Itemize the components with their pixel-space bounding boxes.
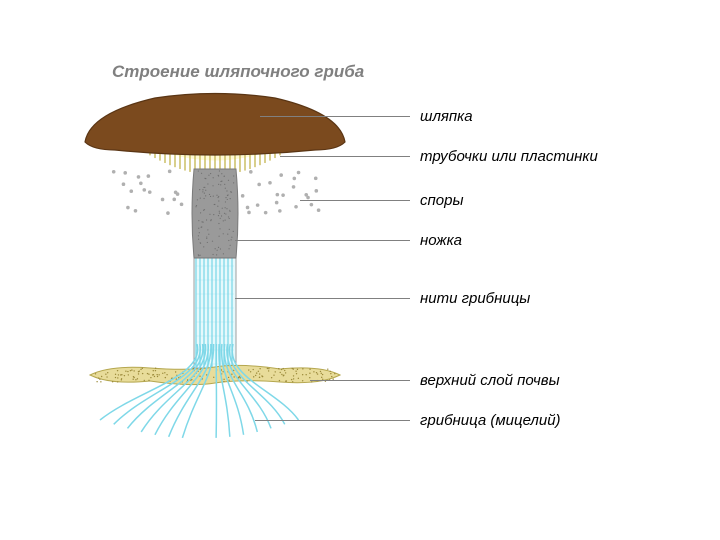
leader-tubes [280, 156, 410, 157]
leader-stipe [235, 240, 410, 241]
leader-spores [300, 200, 410, 201]
leader-cap [260, 116, 410, 117]
label-tubes: трубочки или пластинки [420, 148, 598, 165]
label-stipe: ножка [420, 232, 462, 249]
label-hyphae: нити грибницы [420, 290, 530, 307]
leader-soil [310, 380, 410, 381]
label-cap: шляпка [420, 108, 473, 125]
leader-hyphae [235, 298, 410, 299]
label-mycelium: грибница (мицелий) [420, 412, 561, 429]
diagram-canvas: Строение шляпочного гриба шляпка трубочки… [0, 0, 720, 540]
label-soil: верхний слой почвы [420, 372, 560, 389]
leader-mycelium [255, 420, 410, 421]
diagram-title: Строение шляпочного гриба [112, 62, 364, 82]
label-spores: споры [420, 192, 463, 209]
